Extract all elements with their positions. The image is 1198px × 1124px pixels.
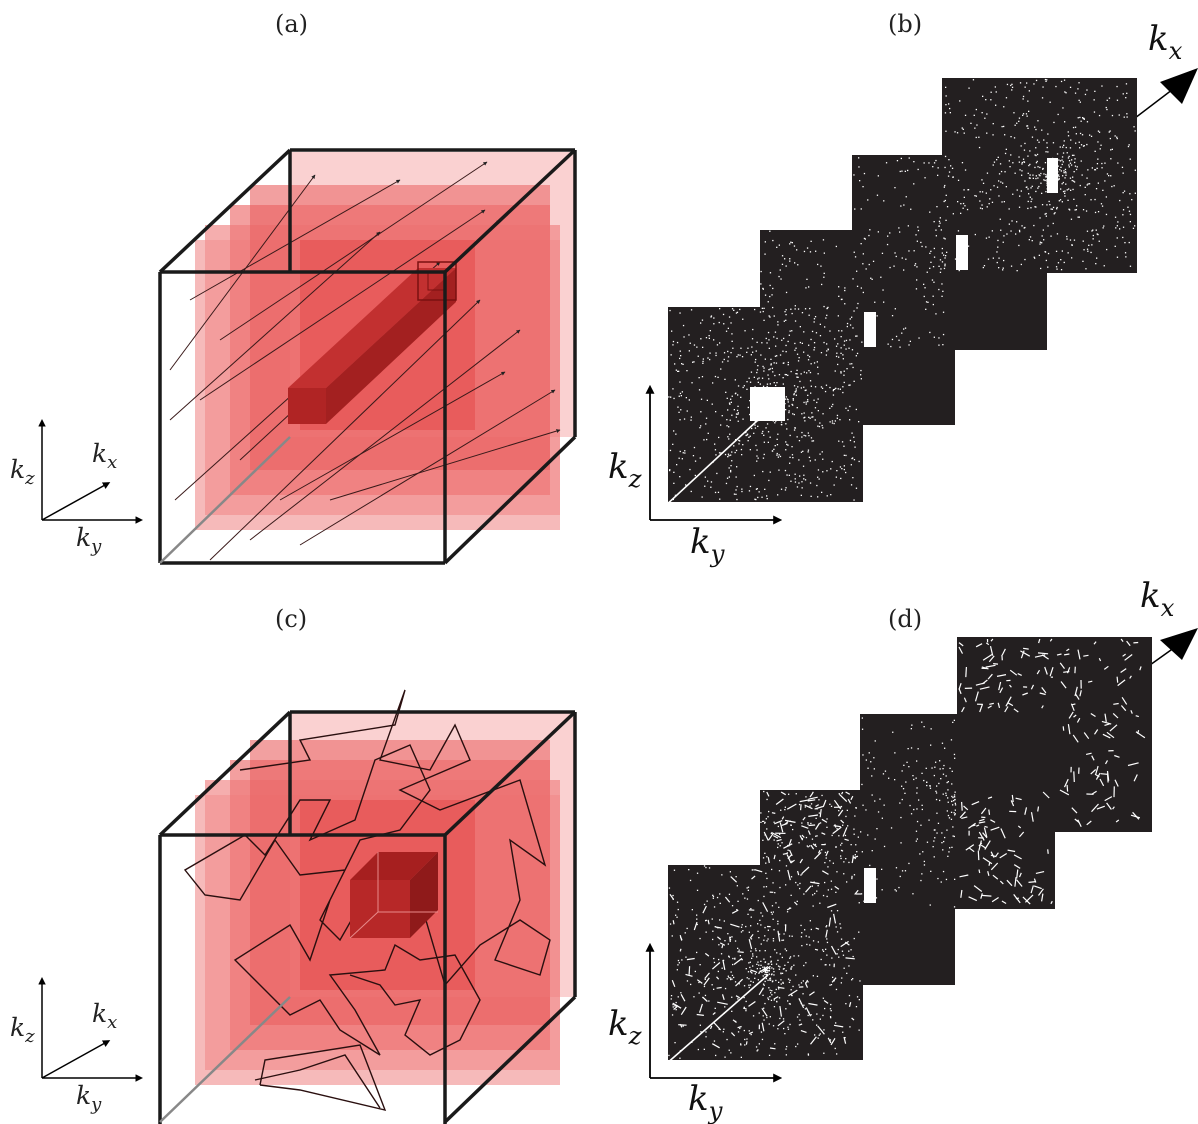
panel-label-a: (a)	[275, 10, 308, 38]
svg-text:kx: kx	[92, 439, 117, 473]
cube-edges	[158, 148, 577, 565]
cube-c	[158, 689, 577, 1124]
cube-a	[158, 148, 577, 565]
svg-text:kx: kx	[92, 999, 117, 1033]
axis-kz-sub: z	[24, 468, 35, 489]
svg-text:ky: ky	[76, 523, 102, 557]
svg-text:kx: kx	[1140, 576, 1175, 622]
svg-text:ky: ky	[690, 522, 726, 568]
axes-small-a: kz kx ky	[10, 419, 143, 557]
core-bar	[288, 261, 457, 424]
svg-text:kz: kz	[10, 455, 35, 489]
svg-text:kz: kz	[608, 1004, 643, 1050]
svg-text:kz: kz	[10, 1013, 35, 1047]
axes-small-c: kz kx ky	[10, 977, 143, 1115]
random-walk	[259, 1044, 387, 1111]
svg-text:kz: kz	[608, 447, 643, 493]
slices-b: kx kz ky	[608, 19, 1198, 568]
svg-text:ky: ky	[688, 1079, 724, 1124]
svg-text:kx: kx	[1148, 19, 1183, 65]
svg-text:ky: ky	[76, 1081, 102, 1115]
panel-label-c: (c)	[275, 605, 307, 633]
core-cube	[349, 852, 438, 939]
panel-label-b: (b)	[888, 10, 922, 38]
panel-label-d: (d)	[888, 605, 922, 633]
axis-kz-base: k	[10, 455, 25, 484]
slices-d: kx kz ky	[608, 576, 1198, 1124]
